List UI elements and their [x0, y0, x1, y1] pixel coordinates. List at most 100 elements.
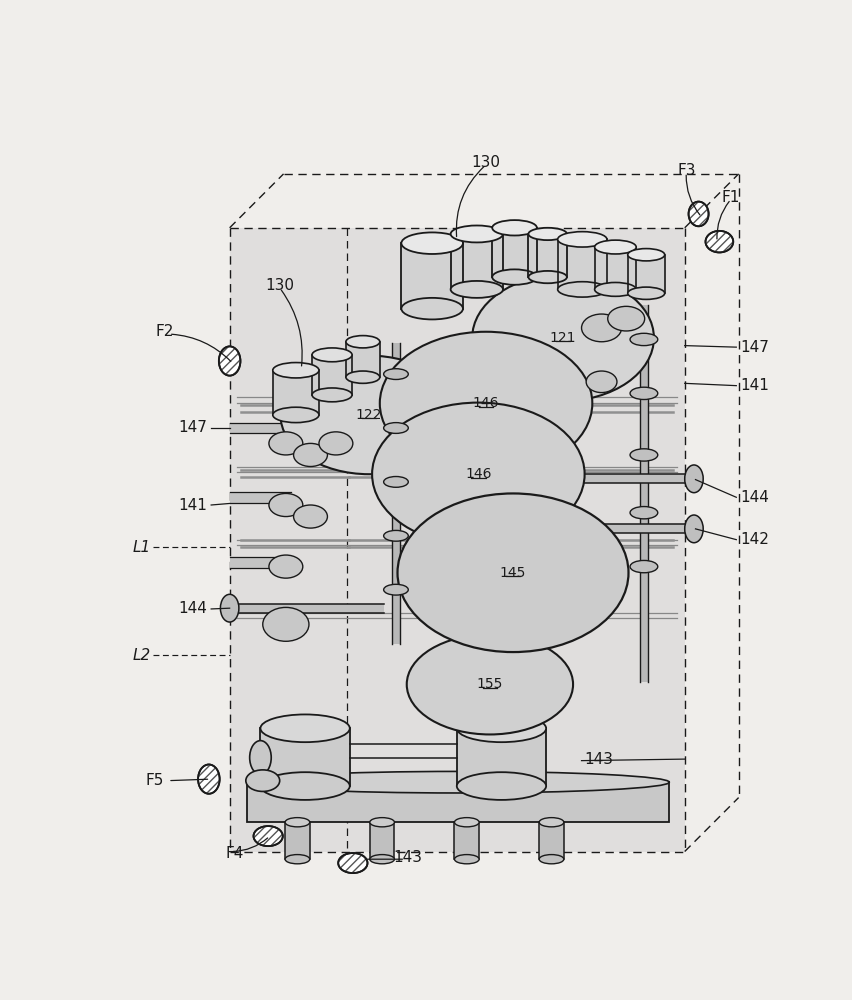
Bar: [492, 228, 536, 277]
Text: 146: 146: [464, 467, 491, 481]
Text: F3: F3: [676, 163, 694, 178]
Text: F2: F2: [155, 324, 173, 339]
Bar: [450, 234, 503, 289]
Bar: [539, 474, 694, 483]
Bar: [229, 423, 291, 433]
Ellipse shape: [268, 432, 302, 455]
Bar: [457, 728, 545, 786]
Ellipse shape: [220, 594, 239, 622]
Ellipse shape: [557, 232, 607, 247]
Ellipse shape: [370, 818, 394, 827]
Text: F1: F1: [721, 190, 740, 205]
Bar: [229, 228, 684, 852]
Text: 141: 141: [740, 378, 769, 393]
Text: 130: 130: [265, 278, 294, 293]
Bar: [229, 492, 291, 503]
Text: 144: 144: [178, 601, 207, 616]
Text: 155: 155: [476, 677, 503, 691]
Text: 143: 143: [393, 850, 422, 865]
Ellipse shape: [705, 231, 733, 252]
Ellipse shape: [346, 371, 379, 383]
Ellipse shape: [557, 282, 607, 297]
Ellipse shape: [627, 249, 664, 261]
Bar: [370, 822, 394, 859]
Ellipse shape: [260, 772, 349, 800]
Ellipse shape: [630, 333, 657, 346]
Bar: [594, 247, 636, 289]
Ellipse shape: [401, 298, 463, 319]
Ellipse shape: [454, 818, 479, 827]
Ellipse shape: [538, 818, 563, 827]
Text: F4: F4: [226, 846, 244, 861]
Ellipse shape: [684, 465, 702, 493]
Ellipse shape: [379, 332, 591, 475]
Ellipse shape: [219, 346, 240, 376]
Ellipse shape: [527, 228, 567, 240]
Ellipse shape: [383, 584, 408, 595]
Ellipse shape: [630, 387, 657, 400]
Ellipse shape: [383, 477, 408, 487]
Ellipse shape: [492, 269, 536, 285]
Bar: [273, 370, 319, 415]
Bar: [557, 239, 607, 289]
Bar: [392, 343, 400, 644]
Text: 122: 122: [355, 408, 382, 422]
Ellipse shape: [312, 348, 352, 362]
Ellipse shape: [630, 449, 657, 461]
Ellipse shape: [319, 432, 353, 455]
Ellipse shape: [472, 275, 653, 401]
Ellipse shape: [450, 281, 503, 298]
Text: 145: 145: [499, 566, 526, 580]
Ellipse shape: [268, 493, 302, 517]
Text: 130: 130: [471, 155, 500, 170]
Ellipse shape: [338, 853, 367, 873]
Bar: [639, 305, 647, 682]
Ellipse shape: [457, 772, 545, 800]
Ellipse shape: [253, 826, 283, 846]
Ellipse shape: [273, 363, 319, 378]
Text: F5: F5: [146, 773, 164, 788]
Ellipse shape: [457, 714, 545, 742]
Text: 147: 147: [740, 340, 769, 355]
Bar: [538, 822, 563, 859]
Ellipse shape: [401, 232, 463, 254]
Bar: [285, 822, 309, 859]
Ellipse shape: [280, 356, 457, 474]
Bar: [527, 234, 567, 277]
Ellipse shape: [630, 560, 657, 573]
Bar: [627, 255, 664, 293]
Bar: [260, 728, 349, 786]
Text: 147: 147: [178, 420, 207, 436]
Ellipse shape: [630, 507, 657, 519]
Text: 142: 142: [740, 532, 769, 547]
Text: 141: 141: [178, 497, 207, 512]
Ellipse shape: [273, 407, 319, 423]
Ellipse shape: [688, 202, 708, 226]
Ellipse shape: [293, 443, 327, 466]
Bar: [555, 524, 694, 533]
Ellipse shape: [293, 505, 327, 528]
Ellipse shape: [260, 714, 349, 742]
Text: L1: L1: [133, 540, 151, 555]
Ellipse shape: [285, 855, 309, 864]
Ellipse shape: [581, 314, 621, 342]
Ellipse shape: [371, 403, 584, 546]
Bar: [454, 822, 479, 859]
Bar: [312, 355, 352, 395]
Ellipse shape: [397, 493, 628, 652]
Ellipse shape: [527, 271, 567, 283]
Ellipse shape: [450, 225, 503, 242]
Bar: [346, 342, 379, 377]
Text: 121: 121: [550, 331, 576, 345]
Bar: [229, 604, 383, 613]
Ellipse shape: [262, 607, 308, 641]
Ellipse shape: [538, 855, 563, 864]
Ellipse shape: [406, 634, 573, 734]
Ellipse shape: [454, 855, 479, 864]
Ellipse shape: [245, 770, 279, 791]
Ellipse shape: [370, 855, 394, 864]
Bar: [247, 782, 669, 822]
Text: 144: 144: [740, 490, 769, 505]
Ellipse shape: [247, 771, 669, 793]
Ellipse shape: [607, 306, 644, 331]
